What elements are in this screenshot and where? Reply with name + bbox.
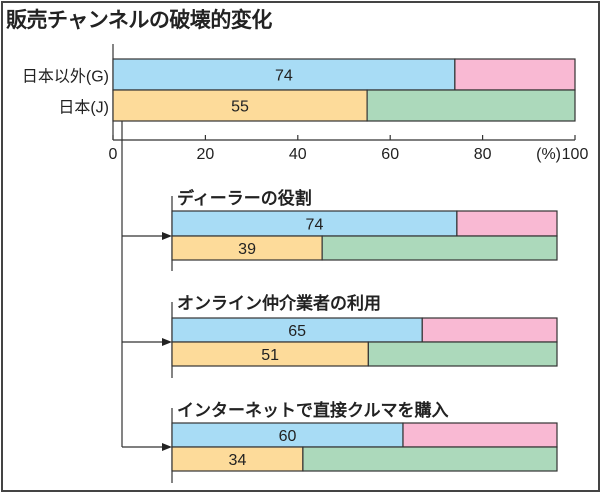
bar-segment-main (112, 58, 456, 91)
bar-segment-rest (302, 446, 558, 472)
category-label: 日本(J) (58, 99, 109, 117)
bar-segment-main (171, 341, 369, 367)
bar-segment-rest (321, 235, 558, 261)
bar-segment-rest (366, 89, 576, 122)
x-tick-label: 80 (474, 146, 492, 163)
data-label: 74 (275, 68, 293, 85)
bar-segment-main (171, 210, 458, 237)
bar-segment-rest (367, 341, 558, 367)
data-label: 60 (279, 428, 297, 445)
x-tick-label: 0 (109, 146, 118, 163)
subchart-title: インターネットで直接クルマを購入 (177, 400, 449, 420)
bar-segment-rest (456, 210, 558, 237)
bar-segment-rest (402, 422, 558, 448)
arrow-head-icon (162, 443, 172, 451)
data-label: 51 (261, 347, 279, 364)
x-axis-unit: (%) (536, 146, 561, 163)
data-label: 55 (231, 99, 249, 116)
x-tick-label: 20 (197, 146, 215, 163)
bar-segment-rest (421, 317, 558, 343)
data-label: 39 (238, 241, 256, 258)
bar-segment-rest (454, 58, 576, 91)
arrow-head-icon (162, 232, 172, 240)
x-tick-label: 40 (289, 146, 307, 163)
subchart-title: オンライン仲介業者の利用 (177, 293, 381, 313)
chart-title: 販売チャンネルの破壊的変化 (6, 8, 272, 32)
arrow-head-icon (162, 338, 172, 346)
category-label: 日本以外(G) (22, 68, 109, 86)
bar-segment-main (112, 89, 368, 122)
bar-segment-main (171, 235, 323, 261)
x-tick-label: 100 (562, 146, 589, 163)
data-label: 74 (306, 217, 324, 234)
subchart-title: ディーラーの役割 (177, 188, 312, 208)
bar-segment-main (171, 422, 404, 448)
data-label: 34 (229, 452, 247, 469)
x-tick-label: 60 (381, 146, 399, 163)
data-label: 65 (288, 323, 306, 340)
